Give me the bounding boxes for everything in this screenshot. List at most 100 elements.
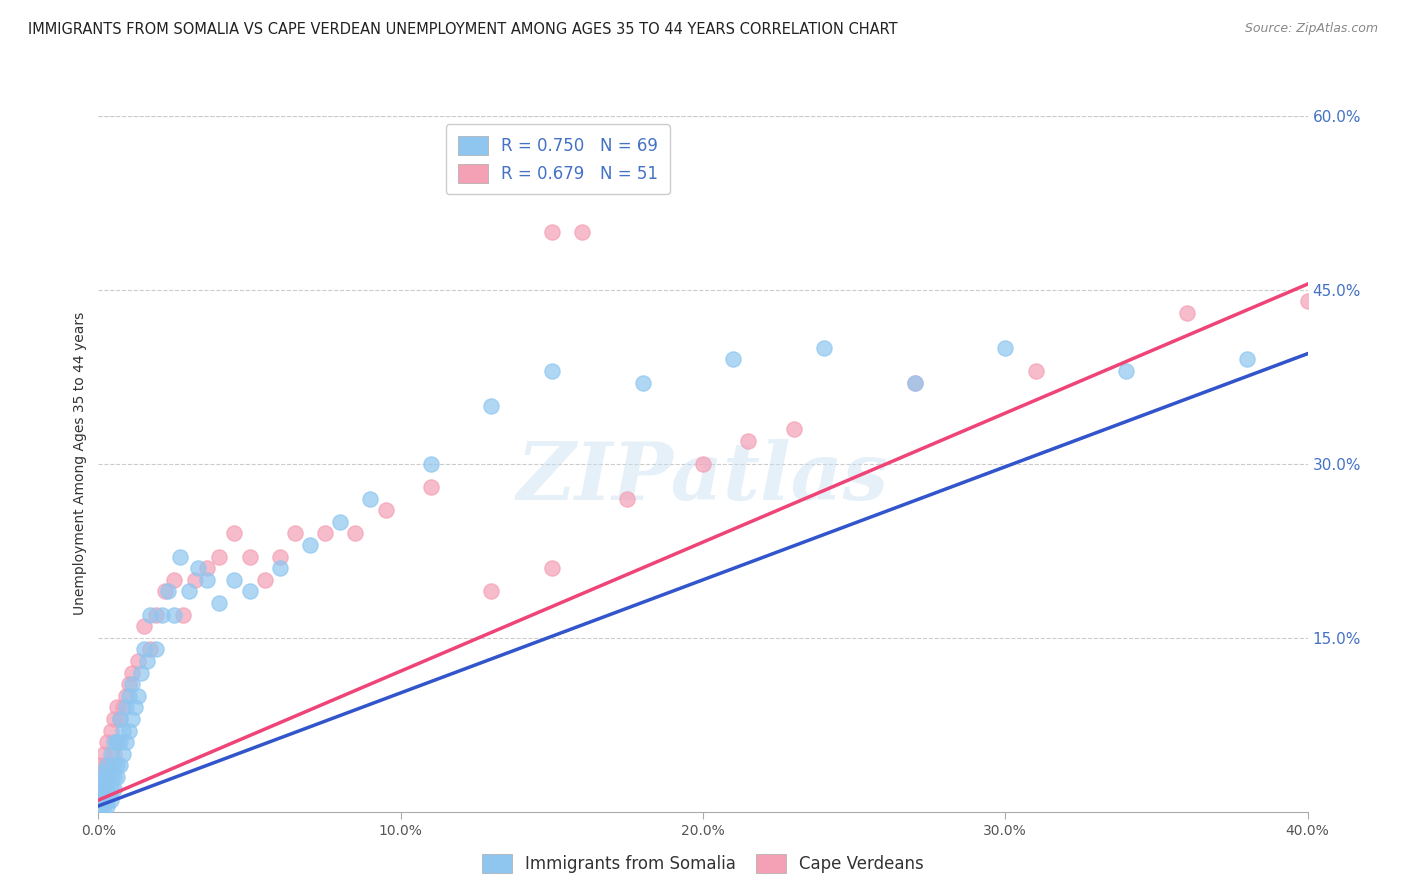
Point bbox=[129, 665, 152, 680]
Point bbox=[540, 561, 562, 575]
Point bbox=[269, 561, 291, 575]
Point bbox=[1024, 364, 1046, 378]
Point bbox=[108, 735, 131, 749]
Point bbox=[224, 573, 246, 587]
Point bbox=[105, 735, 128, 749]
Point bbox=[108, 712, 131, 726]
Point bbox=[904, 376, 927, 390]
Point bbox=[299, 538, 322, 552]
Point bbox=[184, 573, 207, 587]
Point bbox=[108, 712, 131, 726]
Point bbox=[571, 225, 593, 239]
Point bbox=[224, 526, 246, 541]
Point bbox=[616, 491, 638, 506]
Point bbox=[103, 747, 125, 761]
Point bbox=[195, 573, 218, 587]
Point bbox=[150, 607, 173, 622]
Point bbox=[103, 712, 125, 726]
Point bbox=[111, 700, 134, 714]
Point bbox=[540, 225, 562, 239]
Point bbox=[540, 364, 562, 378]
Point bbox=[783, 422, 806, 436]
Point bbox=[93, 799, 115, 814]
Point bbox=[90, 781, 112, 796]
Point bbox=[253, 573, 276, 587]
Point bbox=[103, 770, 125, 784]
Point bbox=[89, 793, 111, 807]
Point bbox=[91, 770, 114, 784]
Point bbox=[692, 457, 714, 471]
Point bbox=[114, 700, 136, 714]
Point bbox=[103, 781, 125, 796]
Point bbox=[124, 700, 146, 714]
Point bbox=[239, 584, 262, 599]
Point bbox=[105, 758, 128, 772]
Point bbox=[1296, 294, 1319, 309]
Point bbox=[179, 584, 201, 599]
Point bbox=[93, 788, 115, 801]
Point bbox=[94, 758, 117, 772]
Point bbox=[329, 515, 352, 529]
Point bbox=[813, 341, 835, 355]
Point bbox=[114, 735, 136, 749]
Point bbox=[94, 781, 117, 796]
Point bbox=[93, 764, 115, 778]
Point bbox=[163, 573, 186, 587]
Point bbox=[96, 799, 118, 814]
Point bbox=[135, 654, 157, 668]
Point bbox=[100, 758, 122, 772]
Point bbox=[284, 526, 307, 541]
Point bbox=[132, 642, 155, 657]
Point bbox=[105, 700, 128, 714]
Point bbox=[481, 584, 503, 599]
Point bbox=[91, 793, 114, 807]
Point bbox=[127, 689, 149, 703]
Point bbox=[100, 770, 122, 784]
Point bbox=[904, 376, 927, 390]
Point bbox=[631, 376, 654, 390]
Point bbox=[90, 793, 112, 807]
Point bbox=[187, 561, 209, 575]
Point bbox=[132, 619, 155, 633]
Point bbox=[145, 642, 167, 657]
Point bbox=[239, 549, 262, 564]
Point bbox=[127, 654, 149, 668]
Y-axis label: Unemployment Among Ages 35 to 44 years: Unemployment Among Ages 35 to 44 years bbox=[73, 312, 87, 615]
Point bbox=[100, 723, 122, 738]
Point bbox=[114, 689, 136, 703]
Point bbox=[90, 758, 112, 772]
Point bbox=[145, 607, 167, 622]
Point bbox=[156, 584, 179, 599]
Point bbox=[96, 770, 118, 784]
Point bbox=[1115, 364, 1137, 378]
Point bbox=[139, 642, 162, 657]
Point bbox=[93, 775, 115, 790]
Point bbox=[208, 596, 231, 610]
Point bbox=[96, 758, 118, 772]
Point bbox=[420, 457, 443, 471]
Legend: Immigrants from Somalia, Cape Verdeans: Immigrants from Somalia, Cape Verdeans bbox=[475, 847, 931, 880]
Point bbox=[105, 770, 128, 784]
Point bbox=[420, 480, 443, 494]
Point bbox=[169, 549, 191, 564]
Text: ZIPatlas: ZIPatlas bbox=[517, 439, 889, 516]
Point bbox=[269, 549, 291, 564]
Point bbox=[111, 723, 134, 738]
Point bbox=[153, 584, 176, 599]
Point bbox=[91, 770, 114, 784]
Point bbox=[100, 781, 122, 796]
Point bbox=[208, 549, 231, 564]
Point bbox=[139, 607, 162, 622]
Point bbox=[360, 491, 382, 506]
Point bbox=[96, 793, 118, 807]
Point bbox=[89, 781, 111, 796]
Point bbox=[163, 607, 186, 622]
Point bbox=[108, 758, 131, 772]
Point bbox=[121, 712, 143, 726]
Point bbox=[103, 758, 125, 772]
Point bbox=[90, 799, 112, 814]
Text: Source: ZipAtlas.com: Source: ZipAtlas.com bbox=[1244, 22, 1378, 36]
Point bbox=[96, 735, 118, 749]
Point bbox=[1236, 352, 1258, 367]
Point bbox=[118, 689, 141, 703]
